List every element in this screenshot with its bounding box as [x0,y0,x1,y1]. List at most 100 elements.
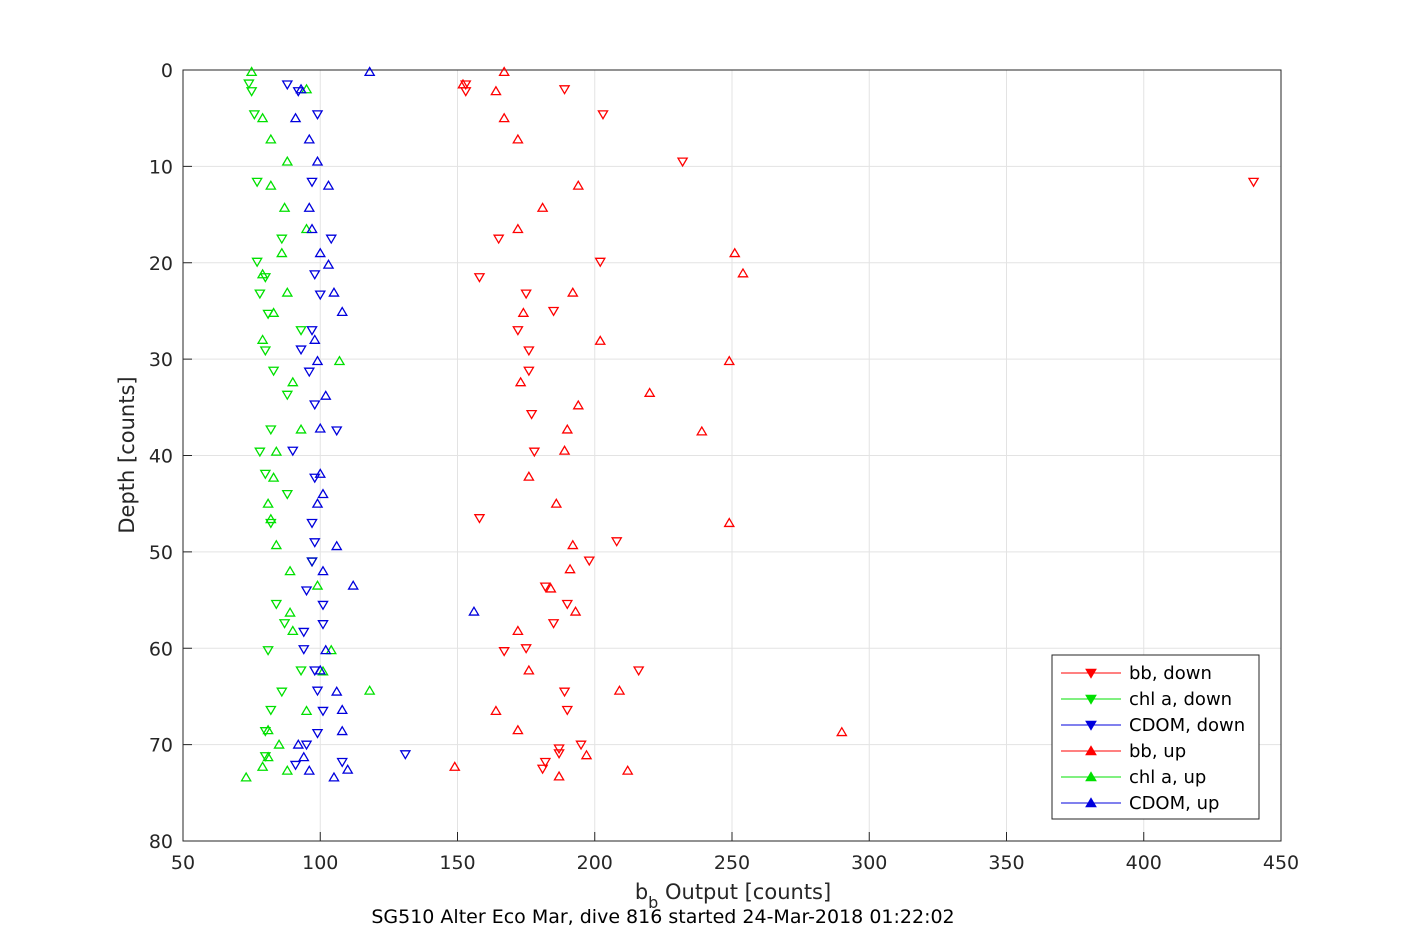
point-cdom-up [295,83,307,94]
point-cdom-down [309,473,321,484]
point-chl-a-down [259,727,272,737]
point-chl-a-up [265,179,277,190]
point-chl-a-up [281,286,294,297]
point-bb-down [520,289,532,300]
point-bb-up [558,445,571,455]
point-bb-up [545,582,557,593]
point-chl-a-up [262,724,274,735]
point-chl-a-up [265,513,277,524]
x-tick-label: 150 [439,852,475,874]
chart-title: SG510 Alter Eco Mar, dive 816 started 24… [371,906,954,928]
legend-item-cdom-up: CDOM, up [1061,793,1219,814]
point-chl-a-down [281,489,294,500]
y-tick-label: 70 [149,735,173,757]
point-bb-down [575,740,587,751]
point-chl-a-up [295,423,307,434]
point-bb-down [492,234,505,245]
point-bb-up [498,112,510,123]
point-bb-up [490,705,502,715]
x-tick-label: 450 [1263,852,1299,874]
point-cdom-up [303,202,316,212]
point-cdom-up [330,540,343,551]
y-tick-label: 10 [149,156,173,178]
point-cdom-up [314,468,326,478]
point-cdom-up [468,605,480,616]
point-bb-up [836,726,848,737]
point-cdom-down [306,557,318,568]
point-cdom-down [309,538,321,548]
point-cdom-down [292,87,305,97]
point-bb-up [512,223,524,234]
point-chl-a-down [262,646,274,656]
point-chl-a-up [325,644,337,655]
point-cdom-up [317,488,329,499]
point-bb-down [539,757,552,768]
point-cdom-up [309,334,321,344]
point-bb-down [547,306,560,317]
point-chl-a-down [248,110,261,120]
point-bb-down [558,687,571,698]
point-chl-a-up [333,355,346,366]
point-cdom-up [292,738,305,749]
x-axis-label-subscript: b [648,893,658,912]
point-chl-a-down [267,366,280,377]
point-chl-a-up [317,665,329,676]
point-chl-a-down [259,346,272,357]
point-bb-up [553,770,565,781]
point-bb-down [594,257,606,268]
point-chl-a-down [281,390,294,401]
point-cdom-up [328,771,340,782]
point-cdom-up [320,390,332,400]
point-cdom-up [303,764,316,775]
point-bb-down [561,599,574,610]
point-cdom-up [303,133,316,144]
point-cdom-down [289,760,302,771]
point-cdom-down [300,740,313,751]
point-chl-a-up [262,498,274,508]
point-cdom-down [336,757,348,768]
point-bb-down [610,537,623,547]
point-cdom-down [311,686,324,697]
legend-label: chl a, up [1129,767,1206,788]
x-tick-label: 50 [171,852,195,874]
point-chl-a-down [265,425,277,436]
point-bb-down [539,582,552,593]
point-chl-a-up [287,625,299,636]
point-bb-up [594,335,606,345]
point-cdom-down [303,367,316,378]
point-cdom-down [295,345,307,356]
point-bb-up [729,247,741,258]
legend-box [1051,654,1260,820]
point-bb-down [583,556,595,567]
point-bb-up [512,625,524,636]
point-bb-up [567,286,579,297]
point-chl-a-up [262,751,274,762]
point-chl-a-up [267,472,280,482]
point-chl-a-up [287,376,299,387]
point-cdom-down [309,400,321,411]
point-bb-up [613,685,626,695]
point-chl-a-down [270,599,283,610]
point-bb-down [597,110,609,120]
point-cdom-up [330,685,343,696]
point-chl-a-up [278,202,291,212]
y-tick-label: 40 [149,446,173,468]
point-bb-down [553,749,565,759]
point-cdom-up [314,247,326,258]
point-cdom-down [287,446,299,457]
point-bb-down [553,744,565,755]
point-cdom-down [399,750,412,760]
point-bb-up [498,66,510,77]
point-bb-up [696,425,708,436]
point-bb-up [723,355,735,366]
point-bb-up [517,307,530,317]
x-tick-label: 400 [1126,852,1162,874]
point-chl-a-down [245,87,258,97]
legend-label: CDOM, up [1129,793,1219,814]
point-bb-down [632,666,645,677]
point-chl-a-down [265,518,277,529]
legend: bb, down chl a, down CDOM, down bb, up chl a… [1051,654,1260,820]
x-tick-label: 200 [577,852,613,874]
point-cdom-up [311,355,324,366]
point-cdom-up [336,306,348,317]
